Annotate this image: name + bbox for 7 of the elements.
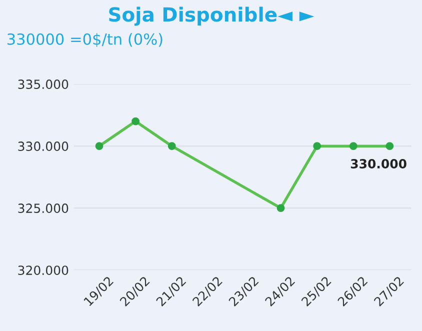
y-tick-label: 320.000 bbox=[18, 266, 68, 276]
y-tick-label: 325.000 bbox=[18, 204, 68, 214]
y-tick-label: 330.000 bbox=[18, 142, 68, 152]
chart-title: Soja Disponible◄ ► bbox=[109, 6, 314, 26]
chart-subtitle: 330000 =0$/tn (0%) bbox=[7, 33, 162, 47]
y-tick-label: 335.000 bbox=[18, 80, 68, 89]
data-label: 330.000 bbox=[350, 159, 406, 168]
